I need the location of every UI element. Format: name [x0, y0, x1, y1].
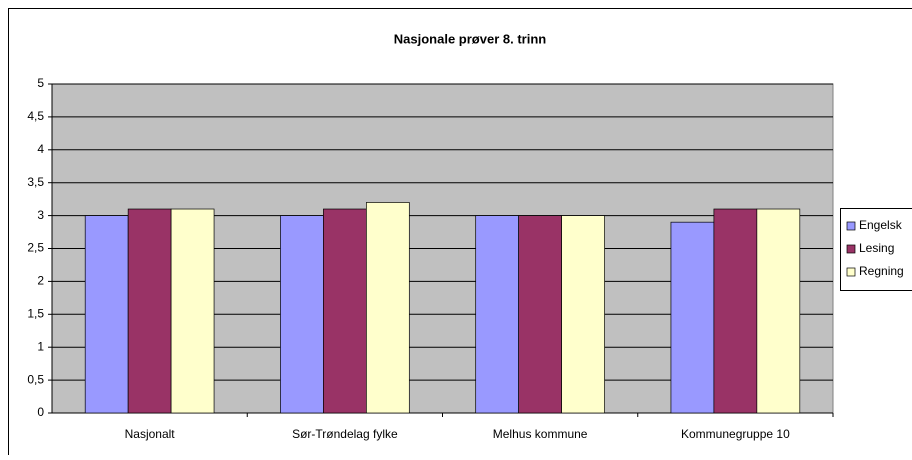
y-tick-label: 5: [37, 76, 44, 90]
y-tick-label: 4: [37, 142, 44, 156]
x-tick-label: Melhus kommune: [493, 427, 588, 441]
bar: [476, 216, 519, 413]
legend-swatch: [847, 245, 855, 253]
y-tick-label: 0,5: [27, 372, 44, 386]
bar: [562, 216, 605, 413]
x-tick-label: Sør-Trøndelag fylke: [292, 427, 398, 441]
x-tick-label: Kommunegruppe 10: [681, 427, 790, 441]
y-tick-label: 1: [37, 339, 44, 353]
bar: [323, 209, 366, 413]
legend-label: Lesing: [859, 241, 894, 255]
bar: [714, 209, 757, 413]
y-tick-label: 2,5: [27, 241, 44, 255]
chart-title: Nasjonale prøver 8. trinn: [394, 31, 546, 46]
bar: [757, 209, 800, 413]
x-tick-label: Nasjonalt: [125, 427, 176, 441]
bar: [519, 216, 562, 413]
bar: [171, 209, 214, 413]
bar: [671, 222, 714, 413]
bar: [280, 216, 323, 413]
bar: [366, 202, 409, 413]
legend-label: Regning: [859, 264, 904, 278]
y-tick-label: 4,5: [27, 109, 44, 123]
y-tick-label: 1,5: [27, 306, 44, 320]
legend-label: Engelsk: [859, 218, 903, 232]
y-tick-label: 2: [37, 274, 44, 288]
legend-swatch: [847, 222, 855, 230]
y-tick-label: 3: [37, 208, 44, 222]
bar: [85, 216, 128, 413]
y-tick-label: 3,5: [27, 175, 44, 189]
bar: [128, 209, 171, 413]
y-tick-label: 0: [37, 405, 44, 419]
legend-swatch: [847, 268, 855, 276]
